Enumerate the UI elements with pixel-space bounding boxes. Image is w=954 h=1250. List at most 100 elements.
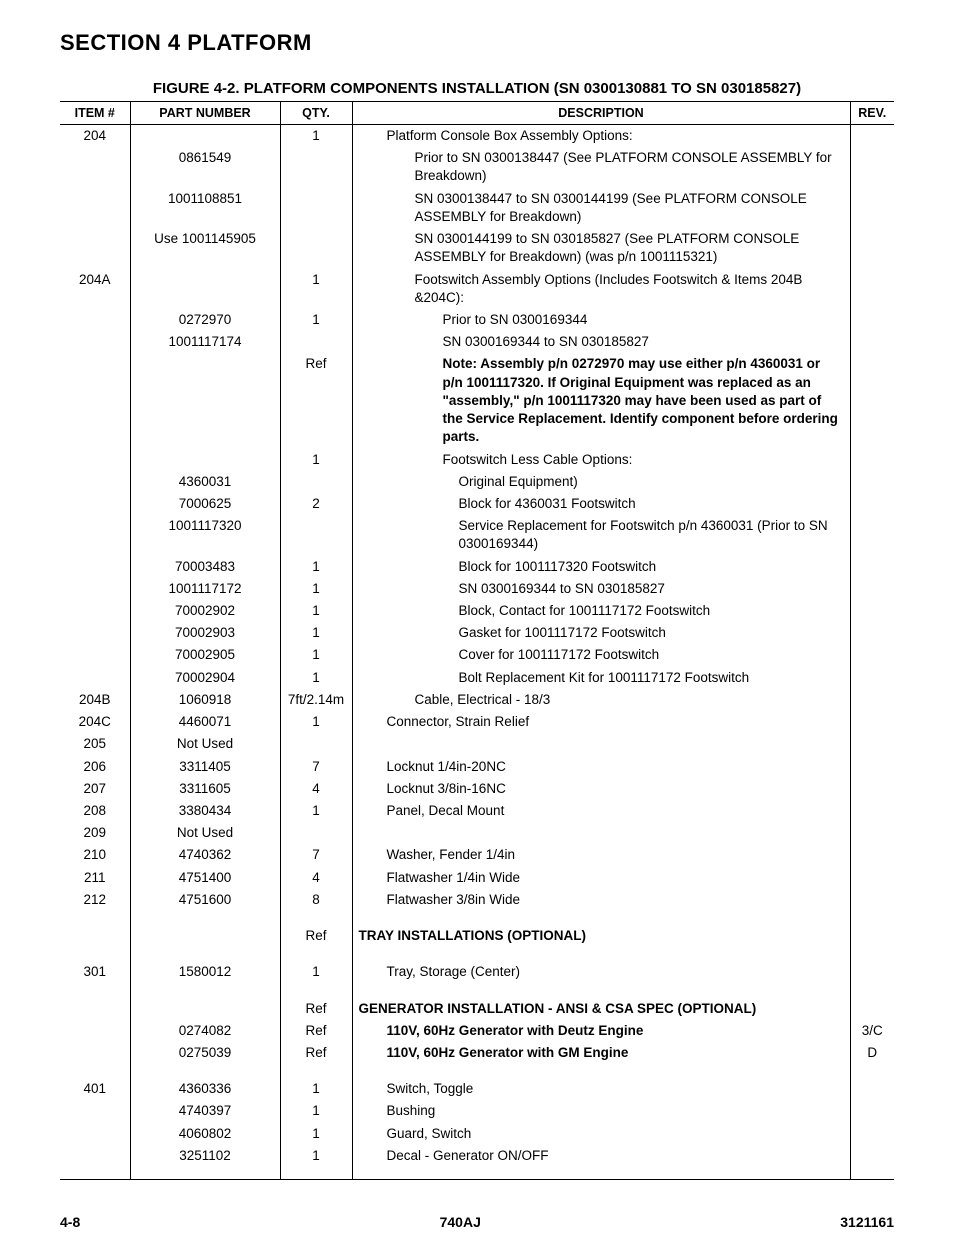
cell-part: 4751400 bbox=[130, 867, 280, 889]
cell-item bbox=[60, 515, 130, 555]
cell-desc: Footswitch Assembly Options (Includes Fo… bbox=[352, 269, 850, 309]
cell-item: 204 bbox=[60, 125, 130, 148]
cell-desc bbox=[352, 822, 850, 844]
cell-part bbox=[130, 925, 280, 947]
table-row: 21147514004Flatwasher 1/4in Wide bbox=[60, 867, 894, 889]
cell-qty: 2 bbox=[280, 493, 352, 515]
cell-qty bbox=[280, 733, 352, 755]
table-row: RefGENERATOR INSTALLATION - ANSI & CSA S… bbox=[60, 998, 894, 1020]
cell-rev bbox=[850, 228, 894, 268]
cell-part bbox=[130, 353, 280, 448]
cell-item: 207 bbox=[60, 778, 130, 800]
cell-desc: Block, Contact for 1001117172 Footswitch bbox=[352, 600, 850, 622]
cell-rev bbox=[850, 756, 894, 778]
cell-rev bbox=[850, 269, 894, 309]
cell-item bbox=[60, 998, 130, 1020]
cell-rev bbox=[850, 515, 894, 555]
page: SECTION 4 PLATFORM FIGURE 4-2. PLATFORM … bbox=[0, 0, 954, 1250]
table-row: 1001117320 Service Replacement for Footsw… bbox=[60, 515, 894, 555]
cell-rev bbox=[850, 667, 894, 689]
cell-desc: SN 0300144199 to SN 030185827 (See PLATF… bbox=[352, 228, 850, 268]
cell-rev bbox=[850, 644, 894, 666]
th-part: PART NUMBER bbox=[130, 102, 280, 125]
cell-part bbox=[130, 125, 280, 148]
cell-item: 205 bbox=[60, 733, 130, 755]
cell-desc: Locknut 1/4in-20NC bbox=[352, 756, 850, 778]
cell-rev bbox=[850, 471, 894, 493]
th-qty: QTY. bbox=[280, 102, 352, 125]
cell-part: 70002905 bbox=[130, 644, 280, 666]
cell-qty: 1 bbox=[280, 269, 352, 309]
cell-desc: Flatwasher 1/4in Wide bbox=[352, 867, 850, 889]
cell-part: 4751600 bbox=[130, 889, 280, 911]
cell-part bbox=[130, 269, 280, 309]
cell-qty bbox=[280, 515, 352, 555]
cell-rev bbox=[850, 556, 894, 578]
cell-desc bbox=[352, 733, 850, 755]
cell-part: 70003483 bbox=[130, 556, 280, 578]
cell-qty bbox=[280, 147, 352, 187]
cell-rev bbox=[850, 188, 894, 228]
cell-part: 4360336 bbox=[130, 1078, 280, 1100]
cell-qty: 1 bbox=[280, 578, 352, 600]
cell-rev bbox=[850, 800, 894, 822]
cell-item bbox=[60, 228, 130, 268]
cell-desc: Cable, Electrical - 18/3 bbox=[352, 689, 850, 711]
cell-desc: Guard, Switch bbox=[352, 1123, 850, 1145]
cell-qty: 1 bbox=[280, 556, 352, 578]
table-row bbox=[60, 947, 894, 961]
cell-desc: GENERATOR INSTALLATION - ANSI & CSA SPEC… bbox=[352, 998, 850, 1020]
table-row: 0861549Prior to SN 0300138447 (See PLATF… bbox=[60, 147, 894, 187]
cell-item: 206 bbox=[60, 756, 130, 778]
cell-desc: Locknut 3/8in-16NC bbox=[352, 778, 850, 800]
table-row: 30115800121Tray, Storage (Center) bbox=[60, 961, 894, 983]
table-row: 40608021Guard, Switch bbox=[60, 1123, 894, 1145]
cell-item: 204A bbox=[60, 269, 130, 309]
cell-desc: Flatwasher 3/8in Wide bbox=[352, 889, 850, 911]
cell-desc: Platform Console Box Assembly Options: bbox=[352, 125, 850, 148]
table-row: 70006252Block for 4360031 Footswitch bbox=[60, 493, 894, 515]
cell-rev bbox=[850, 867, 894, 889]
table-row: 20733116054Locknut 3/8in-16NC bbox=[60, 778, 894, 800]
cell-desc: Cover for 1001117172 Footswitch bbox=[352, 644, 850, 666]
cell-part: Not Used bbox=[130, 733, 280, 755]
table-row: 20833804341Panel, Decal Mount bbox=[60, 800, 894, 822]
table-body: 204 1 Platform Console Box Assembly Option… bbox=[60, 125, 894, 1180]
cell-desc: Service Replacement for Footswitch p/n 4… bbox=[352, 515, 850, 555]
cell-desc: SN 0300169344 to SN 030185827 bbox=[352, 578, 850, 600]
cell-part: 1001117172 bbox=[130, 578, 280, 600]
table-row: Use 1001145905 SN 0300144199 to SN 030185… bbox=[60, 228, 894, 268]
cell-rev bbox=[850, 711, 894, 733]
cell-rev bbox=[850, 889, 894, 911]
table-row: 204B10609187ft/2.14mCable, Electrical - … bbox=[60, 689, 894, 711]
cell-qty: 4 bbox=[280, 778, 352, 800]
cell-item bbox=[60, 1042, 130, 1064]
cell-part: 1001117320 bbox=[130, 515, 280, 555]
cell-rev bbox=[850, 449, 894, 471]
cell-item bbox=[60, 331, 130, 353]
cell-item bbox=[60, 1020, 130, 1042]
cell-part bbox=[130, 998, 280, 1020]
figure-title: FIGURE 4-2. PLATFORM COMPONENTS INSTALLA… bbox=[60, 80, 894, 97]
cell-desc: Tray, Storage (Center) bbox=[352, 961, 850, 983]
table-row bbox=[60, 1064, 894, 1078]
cell-qty: 1 bbox=[280, 1145, 352, 1180]
cell-qty: 4 bbox=[280, 867, 352, 889]
cell-item: 211 bbox=[60, 867, 130, 889]
cell-desc: 110V, 60Hz Generator with Deutz Engine bbox=[352, 1020, 850, 1042]
cell-item bbox=[60, 1100, 130, 1122]
cell-desc: Panel, Decal Mount bbox=[352, 800, 850, 822]
cell-qty: 1 bbox=[280, 961, 352, 983]
th-rev: REV. bbox=[850, 102, 894, 125]
cell-part: 1001117174 bbox=[130, 331, 280, 353]
table-row bbox=[60, 911, 894, 925]
cell-part: 0272970 bbox=[130, 309, 280, 331]
cell-item bbox=[60, 1123, 130, 1145]
cell-qty: 7ft/2.14m bbox=[280, 689, 352, 711]
cell-part: Use 1001145905 bbox=[130, 228, 280, 268]
cell-item: 204B bbox=[60, 689, 130, 711]
cell-item bbox=[60, 309, 130, 331]
cell-item bbox=[60, 147, 130, 187]
cell-qty: Ref bbox=[280, 925, 352, 947]
cell-qty bbox=[280, 331, 352, 353]
